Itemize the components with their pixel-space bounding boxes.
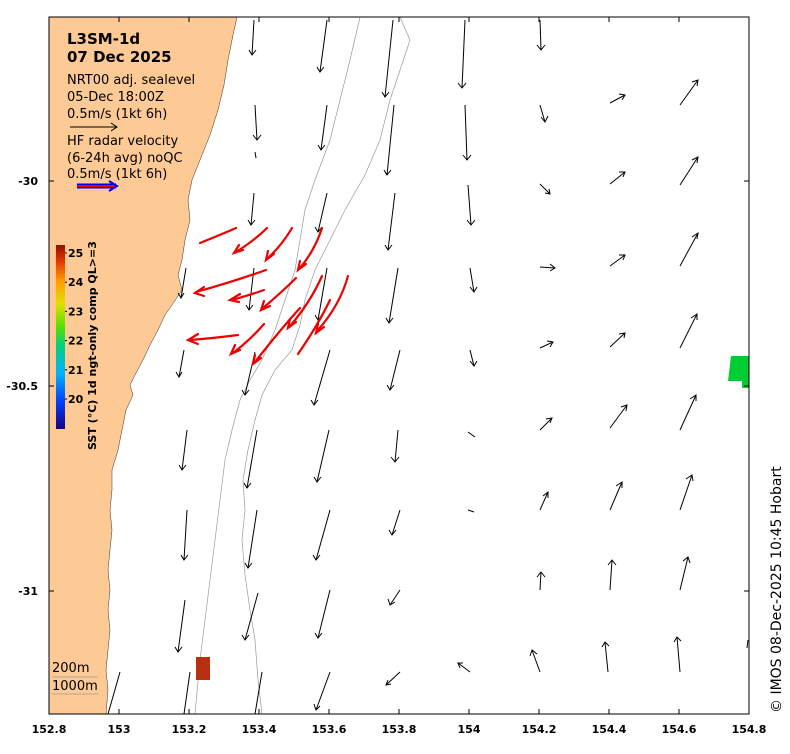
isobath-200m (194, 17, 361, 714)
x-tick-label: 153 (108, 723, 131, 736)
sealevel-arrows (107, 19, 749, 714)
legend-date: 07 Dec 2025 (67, 48, 172, 66)
x-tick-label: 153.4 (242, 723, 277, 736)
legend-sealevel-scale: 0.5m/s (1kt 6h) (67, 107, 167, 122)
sst-colorbar: 25 24 23 22 21 20 SST (°C) 1d ngt-only comp Q… (56, 241, 99, 450)
map-area (49, 17, 749, 714)
isobath-1000m-label: 1000m (52, 679, 98, 694)
colorbar-tick-label: 20 (68, 393, 84, 406)
x-tick-label: 154.8 (732, 723, 767, 736)
x-axis: 152.8 153 153.2 153.4 153.6 153.8 154 154.2 154.… (32, 17, 767, 736)
y-tick-label: -30.5 (6, 380, 38, 393)
x-tick-label: 154.6 (662, 723, 697, 736)
legend-title: L3SM-1d (67, 30, 140, 48)
colorbar-gradient (56, 245, 65, 429)
x-tick-label: 154.4 (592, 723, 627, 736)
colorbar-label: SST (°C) 1d ngt-only comp QL>=3 (86, 241, 99, 450)
y-axis: -30 -30.5 -31 (6, 175, 749, 598)
colorbar-ticks: 25 24 23 22 21 20 (65, 247, 84, 406)
sst-patch-brown (196, 657, 210, 680)
sst-patch-green (728, 356, 749, 388)
land-mass (49, 17, 238, 714)
isobath-200m-label: 200m (52, 661, 89, 676)
isobath-1000m (241, 17, 411, 714)
x-tick-label: 154 (458, 723, 481, 736)
legend-hf-label-2: (6-24h avg) noQC (67, 151, 183, 166)
x-tick-label: 154.2 (522, 723, 557, 736)
x-tick-label: 153.6 (312, 723, 347, 736)
legend-hf-arrow (77, 180, 119, 192)
legend-sealevel-label: NRT00 adj. sealevel (67, 73, 195, 88)
colorbar-tick-label: 22 (68, 335, 83, 348)
x-tick-label: 153.8 (382, 723, 417, 736)
hf-radar-arrows (185, 226, 350, 367)
x-tick-label: 153.2 (172, 723, 207, 736)
x-tick-label: 152.8 (32, 723, 67, 736)
y-tick-label: -31 (18, 585, 38, 598)
credit-text: © IMOS 08-Dec-2025 10:45 Hobart (769, 466, 785, 713)
legend-hf-label-1: HF radar velocity (67, 134, 179, 149)
legend: L3SM-1d 07 Dec 2025 NRT00 adj. sealevel … (67, 30, 195, 192)
colorbar-tick-label: 25 (68, 247, 83, 260)
y-tick-label: -30 (18, 175, 38, 188)
colorbar-tick-label: 24 (68, 276, 84, 289)
colorbar-tick-label: 21 (68, 364, 83, 377)
colorbar-tick-label: 23 (68, 305, 83, 318)
legend-hf-scale: 0.5m/s (1kt 6h) (67, 167, 167, 182)
legend-sealevel-time: 05-Dec 18:00Z (67, 90, 164, 105)
legend-sealevel-arrow (70, 122, 118, 132)
